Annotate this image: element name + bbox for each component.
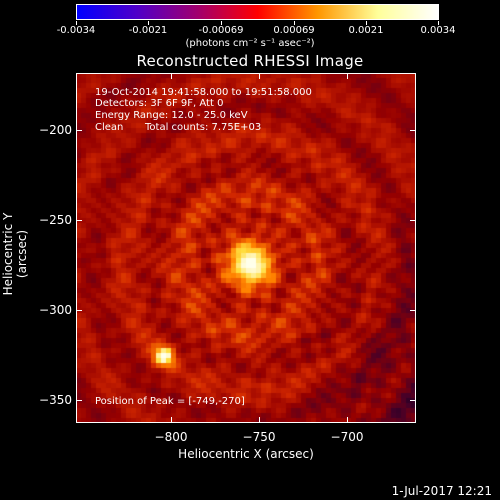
chart-title: Reconstructed RHESSI Image	[136, 52, 364, 70]
image-area	[76, 73, 416, 423]
colorbar-tick-label: 0.0021	[348, 25, 384, 36]
x-tick	[347, 73, 348, 79]
y-tick	[76, 400, 82, 401]
x-tick-label: −700	[330, 430, 364, 444]
colorbar-tick	[366, 21, 367, 25]
plot-timestamp: 1-Jul-2017 12:21	[391, 484, 492, 498]
colorbar-tick	[221, 21, 222, 25]
colorbar-tick	[294, 21, 295, 25]
y-tick	[76, 310, 82, 311]
colorbar-tick	[76, 21, 77, 25]
colorbar-tick-label: -0.0034	[56, 25, 96, 36]
y-tick-label: −250	[39, 213, 72, 227]
y-tick	[410, 130, 416, 131]
x-tick	[171, 417, 172, 423]
annotation-total-counts: Total counts: 7.75E+03	[145, 122, 262, 133]
x-tick-label: −800	[154, 430, 188, 444]
y-tick	[410, 400, 416, 401]
colorbar-tick-label: -0.00069	[198, 25, 244, 36]
y-tick	[410, 310, 416, 311]
annotation-detectors: Detectors: 3F 6F 9F, Att 0	[95, 98, 224, 109]
colorbar	[76, 4, 439, 20]
annotation-method: Clean	[95, 122, 124, 133]
colorbar-tick-label: 0.0034	[420, 25, 456, 36]
x-axis-title: Heliocentric X (arcsec)	[178, 447, 314, 461]
x-tick	[347, 417, 348, 423]
y-tick-label: −350	[39, 393, 72, 407]
heatmap-image	[76, 73, 416, 423]
x-tick-label: −750	[242, 430, 276, 444]
x-tick	[171, 73, 172, 79]
annotation-energy-range: Energy Range: 12.0 - 25.0 keV	[95, 110, 248, 121]
colorbar-tick-label: -0.0021	[128, 25, 168, 36]
x-tick	[259, 73, 260, 79]
colorbar-tick	[438, 21, 439, 25]
y-tick	[76, 220, 82, 221]
annotation-time-range: 19-Oct-2014 19:41:58.000 to 19:51:58.000	[95, 87, 312, 98]
y-tick	[76, 130, 82, 131]
colorbar-units: (photons cm⁻² s⁻¹ asec⁻²)	[185, 38, 315, 49]
x-tick	[259, 417, 260, 423]
colorbar-tick	[148, 21, 149, 25]
y-tick-label: −300	[39, 303, 72, 317]
annotation-peak-position: Position of Peak = [-749,-270]	[95, 396, 245, 407]
y-tick	[410, 220, 416, 221]
y-tick-label: −200	[39, 123, 72, 137]
y-axis-title: Heliocentric Y (arcsec)	[1, 212, 29, 296]
colorbar-tick-label: 0.00069	[273, 25, 315, 36]
